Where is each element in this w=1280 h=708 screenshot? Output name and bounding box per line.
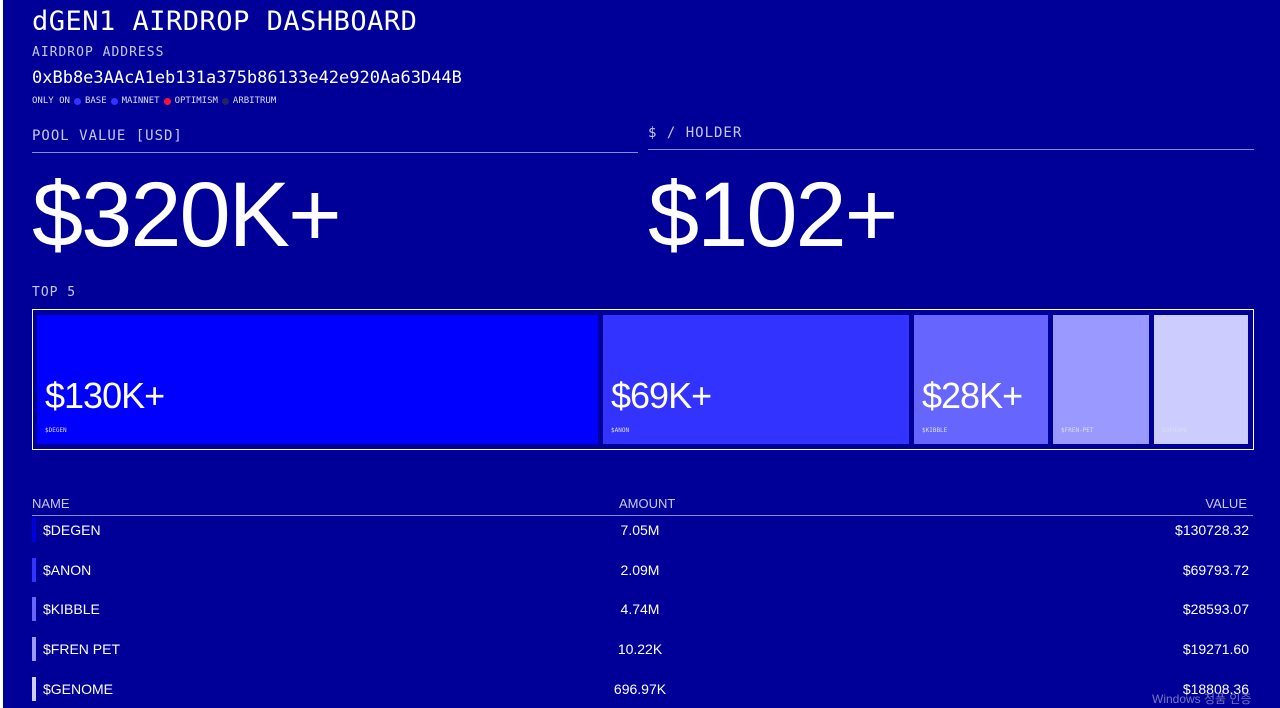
tile-value: $69K+ xyxy=(611,375,712,416)
top5-treemap: $130K+ $DEGEN $69K+ $ANON $28K+ $KIBBLE $FR… xyxy=(32,309,1254,450)
chain-list: ONLY ON BASE MAINNET OPTIMISM ARBITRUM xyxy=(32,96,276,106)
tile-value: $28K+ xyxy=(922,375,1023,416)
token-color-bar xyxy=(32,597,36,622)
top5-label: TOP 5 xyxy=(32,285,77,300)
chain-dot-icon xyxy=(110,97,118,105)
tile-kibble[interactable]: $28K+ $KIBBLE xyxy=(914,315,1048,444)
token-value: $18808.36 xyxy=(1182,680,1249,697)
chain-optimism: OPTIMISM xyxy=(174,96,218,106)
token-value: $28593.07 xyxy=(1182,601,1249,618)
chain-dot-icon xyxy=(221,97,229,105)
tile-anon[interactable]: $69K+ $ANON xyxy=(603,315,909,444)
token-value: $69793.72 xyxy=(1182,561,1249,578)
token-name: $KIBBLE xyxy=(43,601,100,618)
tile-name: $FREN-PET xyxy=(1061,427,1094,434)
tile-degen[interactable]: $130K+ $DEGEN xyxy=(37,315,598,444)
tile-name: $KIBBLE xyxy=(922,427,948,434)
chain-mainnet: MAINNET xyxy=(121,96,160,106)
holder-label: $ / HOLDER xyxy=(648,125,1254,150)
token-amount: 4.74M xyxy=(620,601,660,618)
chain-dot-icon xyxy=(163,97,171,105)
chains-label: ONLY ON xyxy=(32,96,70,106)
table-header: NAME AMOUNT VALUE xyxy=(32,496,1253,516)
chain-arbitrum: ARBITRUM xyxy=(232,96,277,106)
table-row[interactable]: $KIBBLE 4.74M $28593.07 xyxy=(32,597,1253,622)
token-name: $FREN PET xyxy=(43,641,121,658)
pool-value-label: POOL VALUE [USD] xyxy=(32,128,638,153)
tile-value: $130K+ xyxy=(45,375,165,416)
col-value: VALUE xyxy=(1205,496,1247,511)
holder-stat: $ / HOLDER $102+ xyxy=(648,125,1254,268)
token-color-bar xyxy=(32,637,36,662)
tile-genome[interactable]: $GENOME xyxy=(1154,315,1248,444)
table-row[interactable]: $ANON 2.09M $69793.72 xyxy=(32,557,1253,582)
tile-name: $ANON xyxy=(611,427,630,434)
chain-base: BASE xyxy=(84,96,107,106)
table-row[interactable]: $FREN PET 10.22K $19271.60 xyxy=(32,637,1253,662)
pool-value-stat: POOL VALUE [USD] $320K+ xyxy=(32,128,638,268)
tile-fren-pet[interactable]: $FREN-PET xyxy=(1053,315,1149,444)
token-name: $ANON xyxy=(43,561,92,578)
chain-dot-icon xyxy=(73,97,81,105)
token-amount: 696.97K xyxy=(613,680,667,697)
token-value: $130728.32 xyxy=(1175,522,1249,538)
token-name: $GENOME xyxy=(43,680,114,697)
airdrop-address[interactable]: 0xBb8e3AAcA1eb131a375b86133e42e920Aa63D4… xyxy=(32,68,462,88)
token-color-bar xyxy=(32,676,36,701)
tile-name: $DEGEN xyxy=(45,427,67,434)
windows-watermark: Windows 정품 인증 xyxy=(1152,692,1252,706)
window-edge xyxy=(0,0,3,708)
token-color-bar xyxy=(32,557,36,582)
table-row[interactable]: $DEGEN 7.05M $130728.32 xyxy=(32,518,1253,542)
tile-name: $GENOME xyxy=(1162,427,1188,434)
page-title: dGEN1 AIRDROP DASHBOARD xyxy=(32,6,418,37)
token-amount: 7.05M xyxy=(620,522,660,538)
table-row[interactable]: $GENOME 696.97K $18808.36 xyxy=(32,676,1253,701)
token-value: $19271.60 xyxy=(1182,641,1249,658)
token-amount: 10.22K xyxy=(617,641,663,658)
token-color-bar xyxy=(32,518,36,542)
holder-value: $102+ xyxy=(648,164,898,266)
token-name: $DEGEN xyxy=(43,522,101,538)
col-amount: AMOUNT xyxy=(619,496,676,511)
token-amount: 2.09M xyxy=(620,561,660,578)
address-label: AIRDROP ADDRESS xyxy=(32,45,165,60)
pool-value: $320K+ xyxy=(32,164,342,266)
col-name: NAME xyxy=(32,496,70,511)
